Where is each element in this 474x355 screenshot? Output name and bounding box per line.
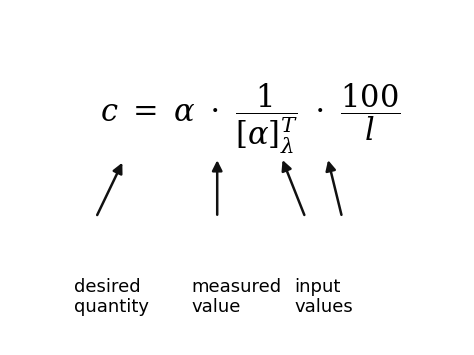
Text: desired
quantity: desired quantity	[74, 278, 149, 316]
Text: measured
value: measured value	[191, 278, 282, 316]
Text: $c \ = \ \alpha \ \cdot \ \dfrac{1}{[\alpha]_{\lambda}^{T}} \ \cdot \ \dfrac{100: $c \ = \ \alpha \ \cdot \ \dfrac{1}{[\al…	[100, 82, 401, 156]
Text: input
values: input values	[294, 278, 353, 316]
